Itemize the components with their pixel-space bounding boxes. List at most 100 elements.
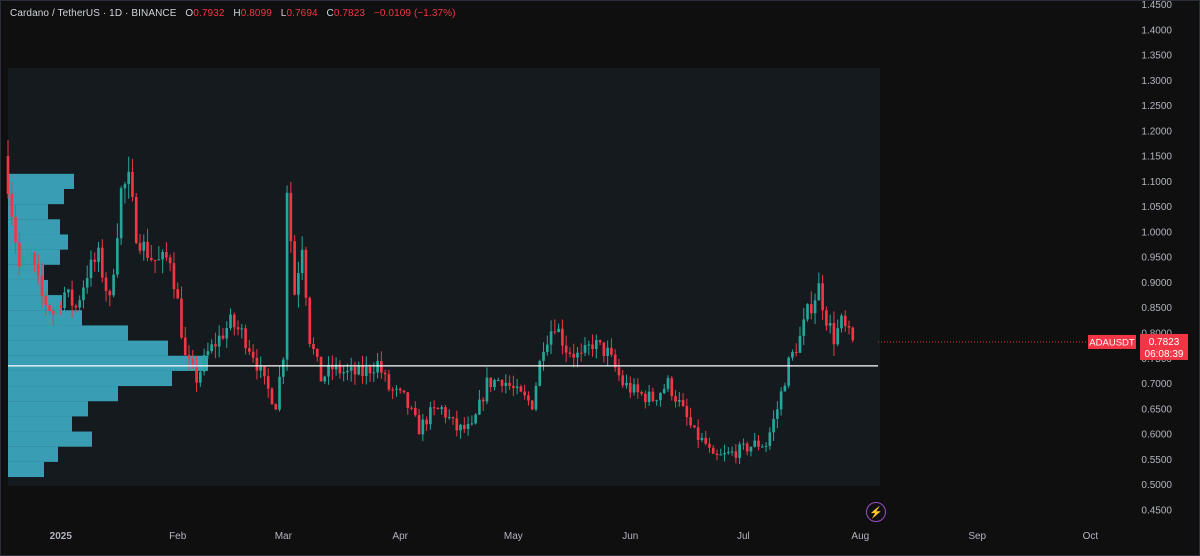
y-tick-label: 0.4500 <box>1141 505 1172 516</box>
candle-body <box>255 357 259 371</box>
candle-body <box>447 417 451 419</box>
candle-body <box>29 253 32 257</box>
candle-body <box>410 407 413 409</box>
candle-body <box>723 452 726 455</box>
volume-profile-bar <box>8 325 128 341</box>
candle-body <box>312 343 315 350</box>
candle-body <box>512 385 515 389</box>
candle-body <box>806 304 809 320</box>
candle-body <box>259 366 262 371</box>
candle-body <box>100 247 104 278</box>
x-tick-label: Aug <box>851 531 869 542</box>
candle-body <box>598 340 602 343</box>
candle-body <box>734 451 738 458</box>
candle-body <box>421 419 425 435</box>
candle-body <box>621 375 625 386</box>
candle-body <box>149 257 153 260</box>
candle-body <box>417 415 421 435</box>
y-tick-label: 1.3500 <box>1141 51 1172 62</box>
candle-body <box>353 367 357 375</box>
candle-body <box>825 310 828 326</box>
volume-profile-bar <box>8 295 62 311</box>
candle-body <box>304 249 308 298</box>
candle-body <box>670 378 674 397</box>
candle-body <box>689 417 692 426</box>
candle-body <box>636 384 640 393</box>
candle-body <box>802 319 806 336</box>
volume-profile-bar <box>8 310 82 326</box>
candle-body <box>557 328 560 333</box>
candle-body <box>349 367 353 371</box>
candle-body <box>146 241 149 258</box>
volume-profile-bar <box>8 416 72 432</box>
candle-body <box>413 408 417 416</box>
candle-body <box>828 322 832 326</box>
symbol-title[interactable]: Cardano / TetherUS · 1D · BINANCE <box>10 8 177 19</box>
price-axis[interactable]: 1.4500 1.4000 1.3500 1.3000 1.2500 1.2000 1.15… <box>1141 0 1172 516</box>
candle-body <box>191 358 195 365</box>
candle-body <box>708 443 711 448</box>
candle-body <box>263 366 266 377</box>
candle-body <box>572 353 576 358</box>
candle-body <box>561 328 564 346</box>
candle-body <box>843 315 847 327</box>
candle-body <box>176 289 180 299</box>
candle-body <box>715 453 719 456</box>
candle-body <box>704 437 708 444</box>
candle-body <box>757 440 760 447</box>
y-tick-label: 1.0000 <box>1141 227 1172 238</box>
y-tick-label: 0.7000 <box>1141 379 1172 390</box>
candle-body <box>821 283 824 311</box>
candle-body <box>266 376 270 389</box>
candle-body <box>274 404 278 410</box>
candle-body <box>617 367 621 376</box>
candle-body <box>108 290 112 296</box>
candle-body <box>595 340 598 350</box>
candle-body <box>425 419 428 425</box>
volume-profile-bar <box>8 188 64 205</box>
candle-body <box>281 359 285 377</box>
candle-body <box>380 361 383 373</box>
candle-body <box>346 370 349 373</box>
candle-body <box>319 356 323 382</box>
candle-body <box>583 345 587 353</box>
horizontal-line-layer[interactable] <box>8 341 1088 367</box>
countdown-text: 06:08:39 <box>1145 349 1184 360</box>
candle-body <box>372 372 376 374</box>
candle-body <box>783 385 787 392</box>
candle-body <box>97 247 100 262</box>
candle-body <box>610 347 613 355</box>
candle-body <box>481 399 485 402</box>
y-tick-label: 1.3000 <box>1141 76 1172 87</box>
candle-body <box>36 264 40 276</box>
candle-body <box>248 348 251 352</box>
candle-body <box>364 366 368 377</box>
candle-body <box>817 283 821 301</box>
candle-body <box>851 327 855 341</box>
ticker-badge-bg <box>1088 334 1136 349</box>
candlestick-series[interactable] <box>6 140 855 465</box>
lightning-icon[interactable]: ⚡ <box>866 502 886 522</box>
candle-body <box>183 337 187 356</box>
candle-body <box>338 364 342 374</box>
high-value: 0.8099 <box>240 8 272 19</box>
candle-body <box>444 407 447 418</box>
candle-body <box>519 386 523 392</box>
volume-profile-bar <box>8 204 48 220</box>
candle-body <box>470 423 474 425</box>
change-value: −0.0109 (−1.37%) <box>373 8 456 19</box>
candle-body <box>195 364 198 383</box>
candle-body <box>666 378 670 389</box>
time-axis[interactable]: 2025 Feb Mar Apr May Jun Jul Aug Sep Oct <box>50 531 1099 542</box>
candle-body <box>387 374 391 390</box>
volume-profile-bar <box>8 386 118 402</box>
volume-profile-bar <box>8 173 74 189</box>
candle-body <box>840 315 843 329</box>
candle-body <box>719 454 723 456</box>
candle-body <box>504 382 508 386</box>
candle-body <box>104 277 108 291</box>
candle-body <box>768 432 772 446</box>
y-tick-label: 0.9000 <box>1141 278 1172 289</box>
